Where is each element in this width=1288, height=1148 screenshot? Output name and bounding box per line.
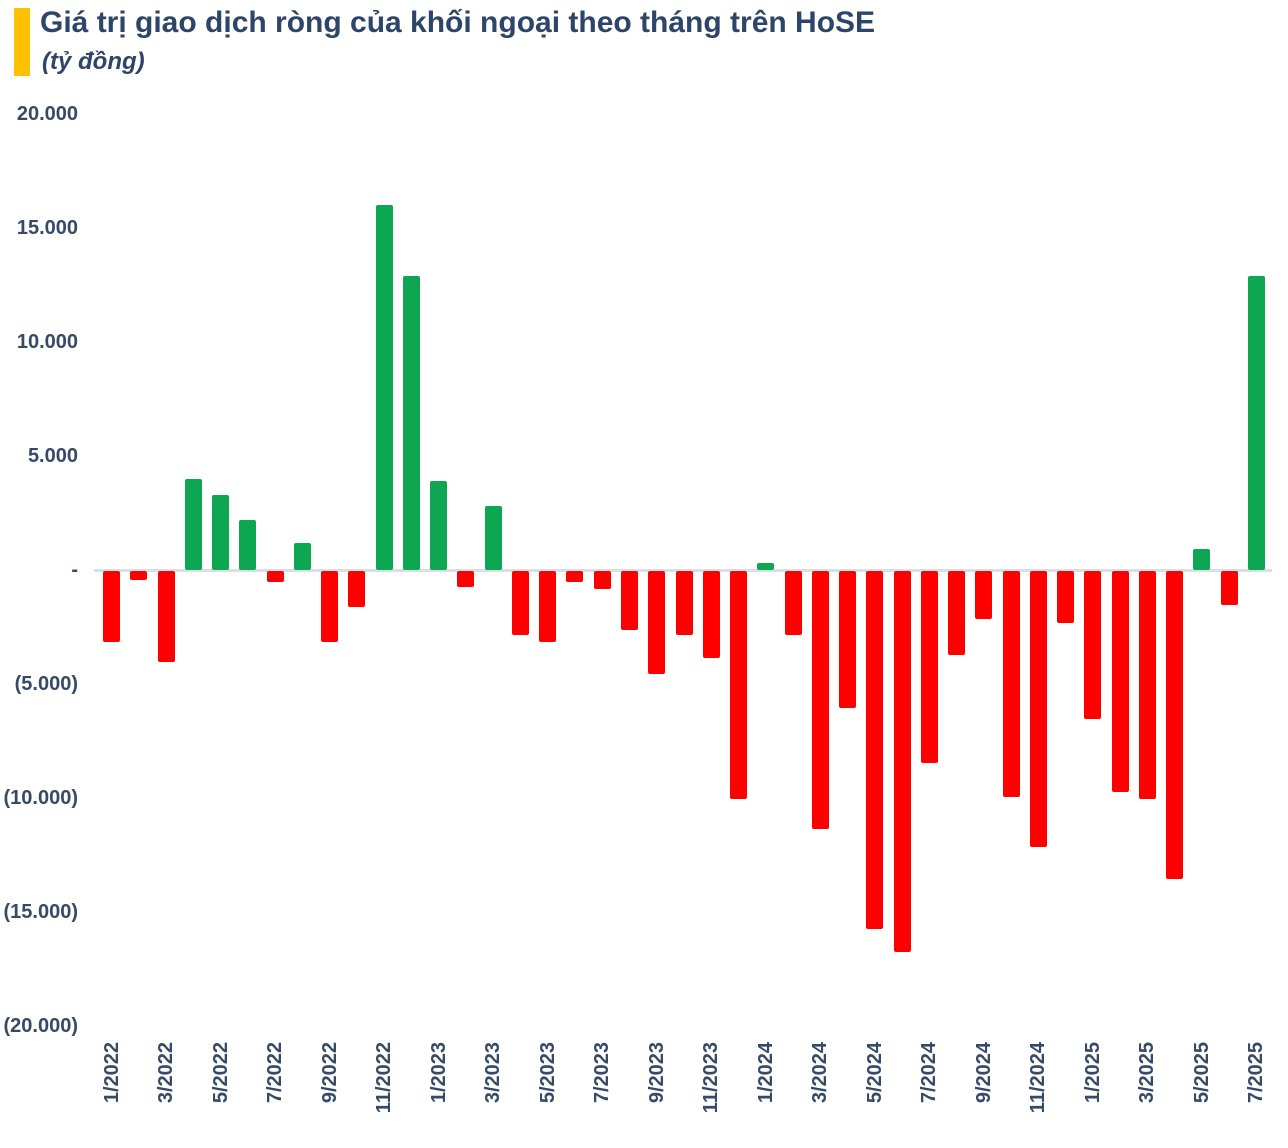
bar-9/2022: [321, 571, 339, 642]
x-tick-label-7/2025: 7/2025: [1245, 1042, 1268, 1104]
bar-7/2022: [266, 571, 284, 583]
x-tick-label-11/2023: 11/2023: [700, 1042, 723, 1114]
bar-3/2022: [157, 571, 175, 663]
chart-title: Giá trị giao dịch ròng của khối ngoại th…: [40, 6, 876, 39]
bar-10/2023: [675, 571, 693, 635]
bar-11/2023: [702, 571, 720, 658]
bar-1/2022: [103, 571, 121, 642]
bar-2/2025: [1111, 571, 1129, 793]
x-tick-label-3/2025: 3/2025: [1136, 1042, 1159, 1104]
x-tick-label-1/2022: 1/2022: [100, 1042, 123, 1104]
bar-11/2022: [375, 205, 393, 570]
y-tick-label: -: [71, 559, 78, 581]
bar-5/2023: [539, 571, 557, 642]
x-tick-label-3/2024: 3/2024: [809, 1042, 832, 1104]
x-tick-label-1/2025: 1/2025: [1081, 1042, 1104, 1104]
x-tick-label-1/2023: 1/2023: [427, 1042, 450, 1104]
bar-6/2025: [1220, 571, 1238, 606]
bar-8/2022: [293, 542, 311, 570]
x-tick-label-1/2024: 1/2024: [754, 1042, 777, 1104]
bar-4/2023: [511, 571, 529, 635]
y-tick-label: 5.000: [27, 445, 78, 467]
bar-3/2023: [484, 506, 502, 570]
x-tick-label-5/2023: 5/2023: [536, 1042, 559, 1104]
x-tick-label-7/2022: 7/2022: [264, 1042, 287, 1104]
x-tick-label-9/2023: 9/2023: [645, 1042, 668, 1104]
bar-11/2024: [1029, 571, 1047, 847]
bar-7/2024: [920, 571, 938, 763]
bar-5/2024: [866, 571, 884, 929]
x-tick-label-7/2023: 7/2023: [591, 1042, 614, 1104]
y-tick-label: 10.000: [16, 331, 78, 353]
zero-axis-line: [94, 569, 1272, 572]
x-tick-label-11/2024: 11/2024: [1027, 1042, 1050, 1114]
bar-7/2025: [1247, 275, 1265, 570]
bar-8/2023: [620, 571, 638, 631]
bar-6/2024: [893, 571, 911, 952]
bar-10/2024: [1002, 571, 1020, 797]
bar-7/2023: [593, 571, 611, 590]
y-tick-label: (15.000): [3, 901, 79, 923]
bar-2/2024: [784, 571, 802, 635]
bar-2/2022: [130, 571, 148, 581]
bar-9/2024: [975, 571, 993, 619]
x-tick-label-3/2022: 3/2022: [155, 1042, 178, 1104]
title-accent-bar: [14, 8, 30, 76]
bar-6/2023: [566, 571, 584, 583]
bar-4/2024: [839, 571, 857, 708]
bar-6/2022: [239, 519, 257, 570]
bar-1/2023: [430, 481, 448, 570]
bar-1/2024: [757, 563, 775, 570]
bar-2/2023: [457, 571, 475, 587]
y-tick-label: 15.000: [16, 217, 78, 239]
bar-9/2023: [648, 571, 666, 674]
bar-12/2023: [730, 571, 747, 799]
chart-unit-label: (tỷ đồng): [42, 48, 145, 75]
x-tick-label-11/2022: 11/2022: [373, 1042, 396, 1114]
bar-4/2022: [184, 478, 202, 570]
y-tick-label: (20.000): [3, 1015, 79, 1037]
x-tick-label-3/2023: 3/2023: [482, 1042, 505, 1104]
bar-3/2024: [811, 571, 829, 829]
bar-12/2024: [1057, 571, 1075, 624]
x-tick-label-5/2024: 5/2024: [863, 1042, 886, 1104]
bar-8/2024: [948, 571, 966, 656]
bar-10/2022: [348, 571, 366, 608]
chart-header: Giá trị giao dịch ròng của khối ngoại th…: [0, 0, 1288, 96]
y-tick-label: 20.000: [16, 103, 78, 125]
bar-12/2022: [402, 275, 420, 570]
bar-1/2025: [1084, 571, 1102, 720]
bar-3/2025: [1138, 571, 1156, 799]
bar-5/2022: [212, 494, 230, 570]
bar-4/2025: [1166, 571, 1184, 879]
x-tick-label-9/2024: 9/2024: [972, 1042, 995, 1104]
y-tick-label: (5.000): [14, 673, 78, 695]
y-tick-label: (10.000): [3, 787, 79, 809]
x-tick-label-5/2022: 5/2022: [209, 1042, 232, 1104]
plot-area: [94, 114, 1272, 1026]
x-tick-label-5/2025: 5/2025: [1190, 1042, 1213, 1104]
x-tick-label-7/2024: 7/2024: [918, 1042, 941, 1104]
bar-5/2025: [1193, 549, 1211, 570]
x-tick-label-9/2022: 9/2022: [318, 1042, 341, 1104]
